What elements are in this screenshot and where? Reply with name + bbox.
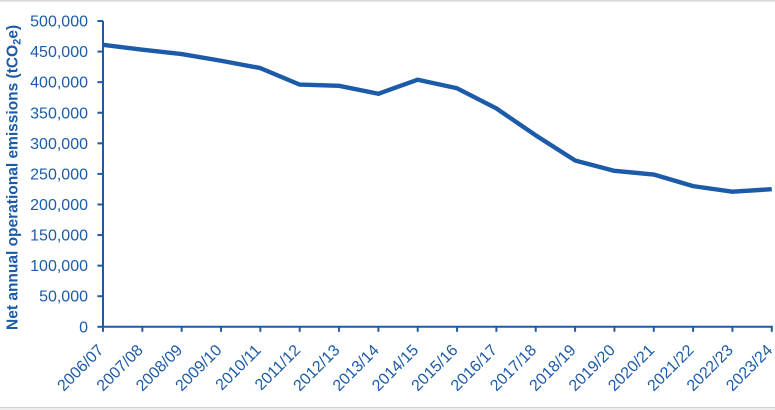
top-divider xyxy=(0,0,775,3)
bottom-divider xyxy=(0,406,775,409)
y-tick-label: 350,000 xyxy=(30,105,88,122)
y-tick-label: 50,000 xyxy=(39,289,88,306)
y-tick-label: 200,000 xyxy=(30,197,88,214)
y-tick-label: 150,000 xyxy=(30,228,88,245)
y-tick-label: 500,000 xyxy=(30,14,88,31)
y-tick-label: 450,000 xyxy=(30,44,88,61)
y-tick-label: 0 xyxy=(79,319,88,336)
y-tick-label: 400,000 xyxy=(30,75,88,92)
y-axis-title: Net annual operational emissions (tCO2e) xyxy=(5,25,24,330)
bottom-divider-shadow xyxy=(0,408,775,410)
series-line xyxy=(102,42,772,194)
y-tick-label: 100,000 xyxy=(30,258,88,275)
y-tick-label: 300,000 xyxy=(30,136,88,153)
y-tick-label: 250,000 xyxy=(30,166,88,183)
